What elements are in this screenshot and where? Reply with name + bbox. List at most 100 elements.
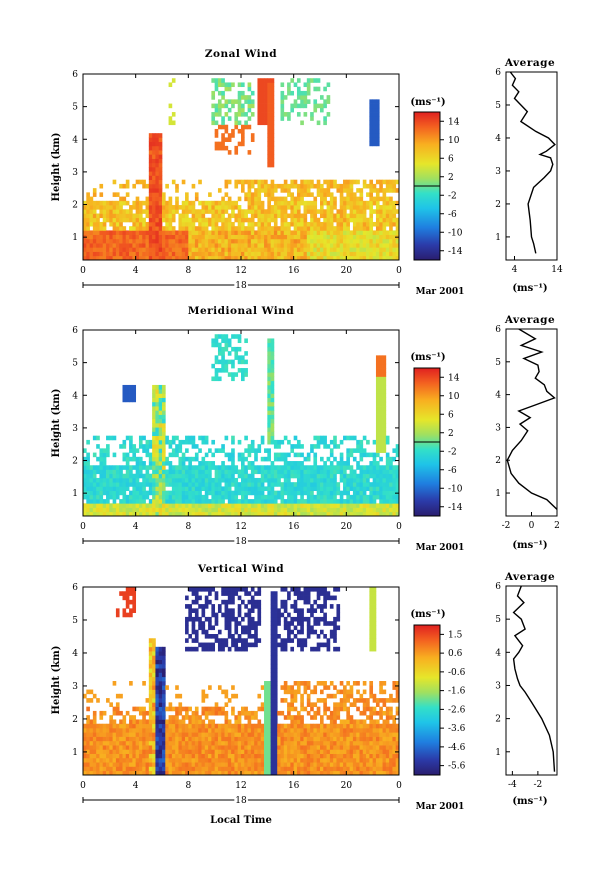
heatmap-cell (198, 595, 202, 601)
heatmap-cell (375, 124, 380, 130)
heatmap-cell (122, 486, 127, 491)
heatmap-cell (320, 456, 324, 462)
heatmap-cell (175, 745, 179, 750)
heatmap-cell (290, 507, 295, 513)
heatmap-cell (241, 255, 245, 260)
heatmap-cell (112, 477, 117, 483)
heatmap-cell (287, 507, 291, 513)
heatmap-cell (214, 209, 219, 214)
heatmap-cell (162, 444, 166, 449)
heatmap-cell (145, 247, 150, 252)
heatmap-cell (165, 740, 169, 746)
heatmap-cell (162, 646, 166, 652)
heatmap-cell (389, 486, 393, 491)
heatmap-cell (313, 255, 318, 260)
heatmap-cell (303, 82, 308, 88)
heatmap-cell (231, 766, 235, 772)
heatmap-cell (310, 490, 314, 496)
heatmap-cell (138, 749, 143, 754)
heatmap-cell (375, 255, 380, 260)
heatmap-cell (155, 251, 160, 257)
heatmap-cell (168, 740, 173, 746)
heatmap-cell (214, 82, 219, 88)
heatmap-cell (260, 456, 265, 462)
heatmap-cell (260, 230, 265, 235)
heatmap-cell (303, 179, 308, 185)
heatmap-cell (385, 247, 390, 252)
heatmap-cell (336, 465, 341, 470)
heatmap-cell (162, 663, 166, 669)
heatmap-cell (227, 608, 232, 613)
heatmap-cell (296, 499, 301, 504)
heatmap-cell (250, 634, 255, 639)
heatmap-cell (162, 477, 166, 483)
heatmap-cell (366, 192, 370, 197)
heatmap-cell (362, 234, 367, 240)
heatmap-cell (138, 503, 143, 508)
heatmap-cell (171, 766, 176, 772)
heatmap-cell (221, 137, 225, 142)
heatmap-cell (320, 251, 324, 257)
heatmap-cell (132, 452, 137, 458)
heatmap-cell (99, 226, 104, 231)
heatmap-cell (155, 490, 160, 496)
heatmap-cell (241, 766, 245, 772)
heatmap-cell (155, 753, 160, 759)
heatmap-cell (217, 728, 222, 733)
heatmap-cell (129, 255, 133, 260)
heatmap-cell (122, 465, 127, 470)
heatmap-cell (234, 230, 239, 235)
heatmap-cell (372, 499, 377, 504)
heatmap-cell (162, 234, 166, 240)
heatmap-cell (260, 120, 265, 126)
heatmap-cell (339, 503, 344, 508)
heatmap-cell (165, 230, 169, 235)
heatmap-cell (148, 150, 153, 155)
heatmap-cell (300, 226, 304, 231)
heatmap-cell (175, 209, 179, 214)
heatmap-cell (260, 465, 265, 470)
heatmap-cell (310, 507, 314, 513)
heatmap-cell (227, 116, 232, 121)
heatmap-cell (178, 762, 183, 767)
heatmap-cell (145, 757, 150, 763)
heatmap-cell (244, 728, 248, 733)
heatmap-cell (217, 103, 222, 109)
heatmap-cell (152, 410, 156, 415)
heatmap-cell (221, 230, 225, 235)
heatmap-cell (316, 255, 321, 260)
heatmap-cell (237, 732, 242, 737)
heatmap-cell (221, 486, 225, 491)
heatmap-cell (168, 473, 173, 479)
heatmap-cell (162, 659, 166, 665)
heatmap-cell (162, 393, 166, 398)
heatmap-cell (254, 740, 258, 746)
heatmap-cell (152, 473, 156, 479)
heatmap-cell (89, 762, 94, 767)
heatmap-cell (188, 435, 192, 441)
heatmap-cell (349, 486, 354, 491)
heatmap-cell (211, 753, 216, 759)
heatmap-cell (158, 490, 163, 496)
heatmap-cell (221, 638, 225, 643)
heatmap-cell (270, 745, 275, 750)
heatmap-cell (257, 638, 262, 643)
heatmap-cell (125, 736, 130, 742)
heatmap-cell (86, 439, 90, 445)
heatmap-cell (96, 770, 100, 775)
heatmap-cell (336, 234, 341, 240)
heatmap-cell (112, 728, 117, 733)
heatmap-cell (191, 723, 196, 729)
heatmap-cell (375, 427, 380, 432)
heatmap-cell (142, 681, 146, 686)
heatmap-cell (214, 728, 219, 733)
heatmap-cell (168, 103, 173, 109)
heatmap-cell (267, 431, 271, 437)
heatmap-cell (165, 770, 169, 775)
heatmap-cell (257, 200, 262, 206)
heatmap-cell (323, 116, 327, 121)
heatmap-cell (287, 243, 291, 248)
heatmap-cell (303, 456, 308, 462)
heatmap-cell (171, 243, 176, 248)
heatmap-cell (343, 217, 347, 223)
